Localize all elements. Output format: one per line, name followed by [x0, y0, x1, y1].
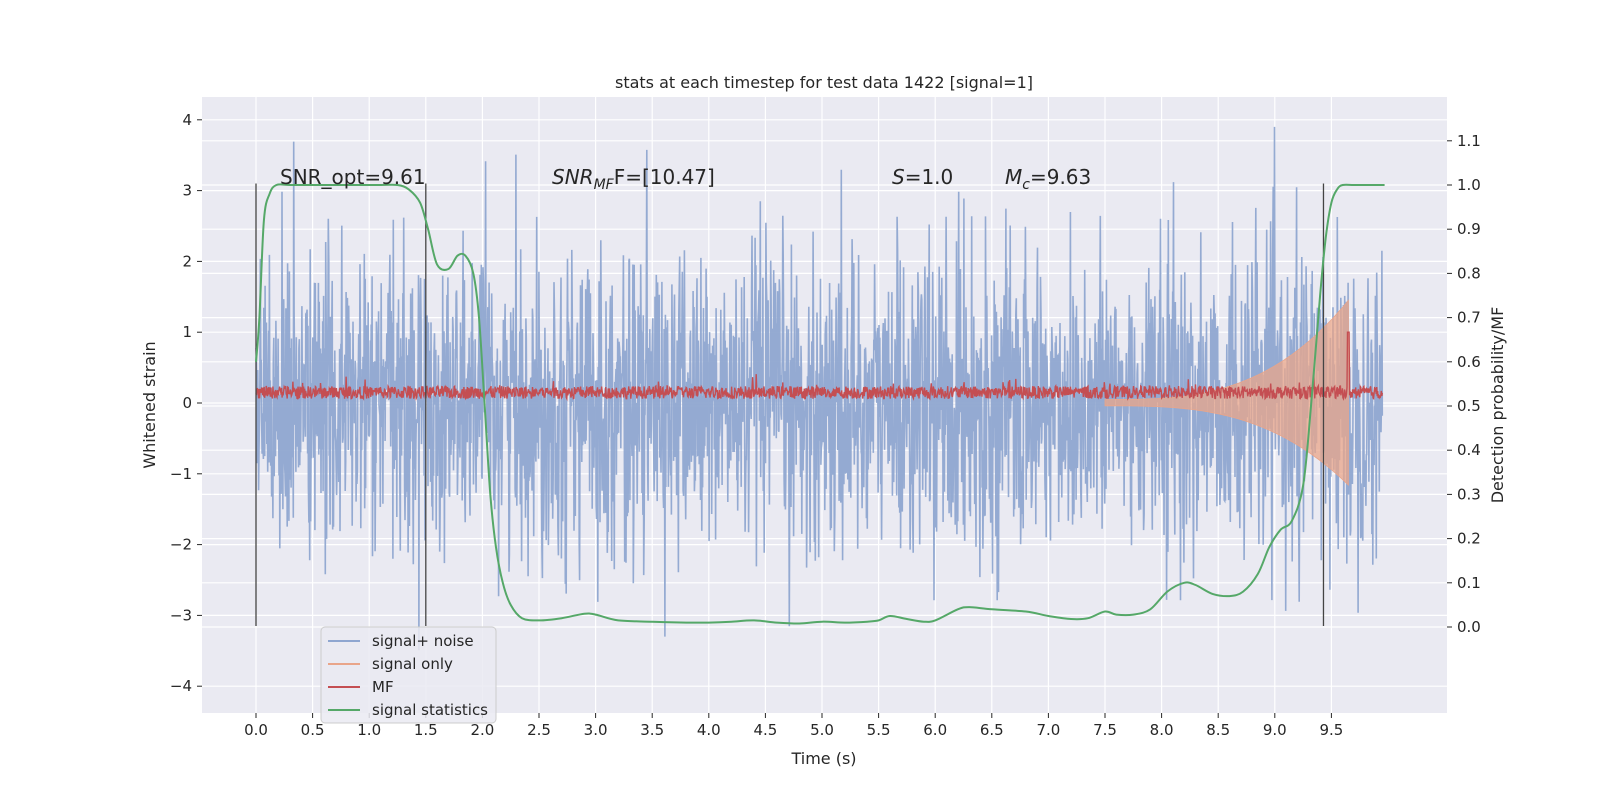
y-right-tick-label: 1.1: [1457, 132, 1481, 150]
x-tick-label: 6.5: [980, 721, 1004, 739]
x-tick-label: 9.0: [1263, 721, 1287, 739]
annotation-s: S=1.0: [892, 165, 953, 189]
y-left-tick-label: 3: [182, 182, 192, 200]
y-left-tick-label: −2: [170, 536, 192, 554]
ticks: 0.0 0.5 1.0 1.5 2.0 2.5 3.0 3.5 4.0 4.5 5.0 5.5 6.0 6…: [170, 111, 1481, 739]
x-tick-label: 1.0: [357, 721, 381, 739]
annotation-s-label: S: [892, 165, 905, 189]
legend-label: MF: [372, 678, 394, 696]
legend: signal+ noise signal only MF signal statist…: [320, 626, 497, 724]
legend-label: signal statistics: [372, 701, 488, 719]
y-right-tick-label: 0.0: [1457, 618, 1481, 636]
annotation-mc-label: M: [1005, 165, 1022, 189]
y-right-tick-label: 0.9: [1457, 220, 1481, 238]
y-left-tick-label: −3: [170, 606, 192, 624]
y-right-tick-label: 0.8: [1457, 264, 1481, 282]
y-right-tick-label: 0.2: [1457, 530, 1481, 548]
y-right-tick-label: 1.0: [1457, 176, 1481, 194]
x-tick-label: 7.5: [1093, 721, 1117, 739]
annotation-snr-opt: SNR_opt=9.61: [280, 165, 426, 189]
x-tick-label: 4.0: [697, 721, 721, 739]
legend-label: signal+ noise: [372, 632, 474, 650]
y-axis-right-label: Detection probability/MF: [1488, 307, 1507, 504]
legend-label: signal only: [372, 655, 453, 673]
x-axis-label: Time (s): [790, 749, 856, 768]
annotation-snr-mf-suffix: F=[10.47]: [614, 165, 715, 189]
y-axis-left-label: Whitened strain: [140, 341, 159, 468]
annotation-mc: Mc=9.63: [1005, 165, 1091, 193]
y-left-tick-label: 4: [182, 111, 192, 129]
x-tick-label: 3.0: [584, 721, 608, 739]
legend-box: [320, 626, 497, 724]
annotation-s-value: =1.0: [905, 165, 954, 189]
annotation-mc-sub: c: [1022, 177, 1030, 193]
annotation-snr-mf-prefix: SNR: [552, 165, 594, 189]
chart-title: stats at each timestep for test data 142…: [615, 73, 1033, 92]
y-right-tick-label: 0.1: [1457, 574, 1481, 592]
y-right-tick-label: 0.7: [1457, 309, 1481, 327]
annotation-snr-mf: SNRMFF=[10.47]: [552, 165, 715, 193]
x-tick-label: 0.0: [244, 721, 268, 739]
x-tick-label: 9.5: [1319, 721, 1343, 739]
x-tick-label: 4.5: [753, 721, 777, 739]
y-right-tick-label: 0.4: [1457, 441, 1481, 459]
x-tick-label: 5.5: [867, 721, 891, 739]
plot-area: [255, 126, 1385, 651]
y-right-tick-label: 0.3: [1457, 485, 1481, 503]
y-left-tick-label: −4: [170, 677, 192, 695]
x-tick-label: 8.0: [1150, 721, 1174, 739]
annotation-snr-mf-sub: MF: [594, 177, 615, 193]
series-mf: [255, 331, 1383, 402]
y-left-tick-label: 1: [182, 323, 192, 341]
y-left-tick-label: 0: [182, 394, 192, 412]
x-tick-label: 5.0: [810, 721, 834, 739]
series-signal-plus-noise: [255, 126, 1384, 651]
x-tick-label: 0.5: [301, 721, 325, 739]
y-right-tick-label: 0.6: [1457, 353, 1481, 371]
annotation-mc-value: =9.63: [1030, 165, 1091, 189]
x-tick-label: 1.5: [414, 721, 438, 739]
y-left-tick-label: 2: [182, 252, 192, 270]
x-tick-label: 2.5: [527, 721, 551, 739]
x-tick-label: 8.5: [1206, 721, 1230, 739]
x-tick-label: 6.0: [923, 721, 947, 739]
y-left-tick-label: −1: [170, 465, 192, 483]
x-tick-label: 3.5: [640, 721, 664, 739]
x-tick-label: 7.0: [1036, 721, 1060, 739]
series-signal-statistics: [255, 183, 1385, 625]
y-right-tick-label: 0.5: [1457, 397, 1481, 415]
x-tick-label: 2.0: [470, 721, 494, 739]
